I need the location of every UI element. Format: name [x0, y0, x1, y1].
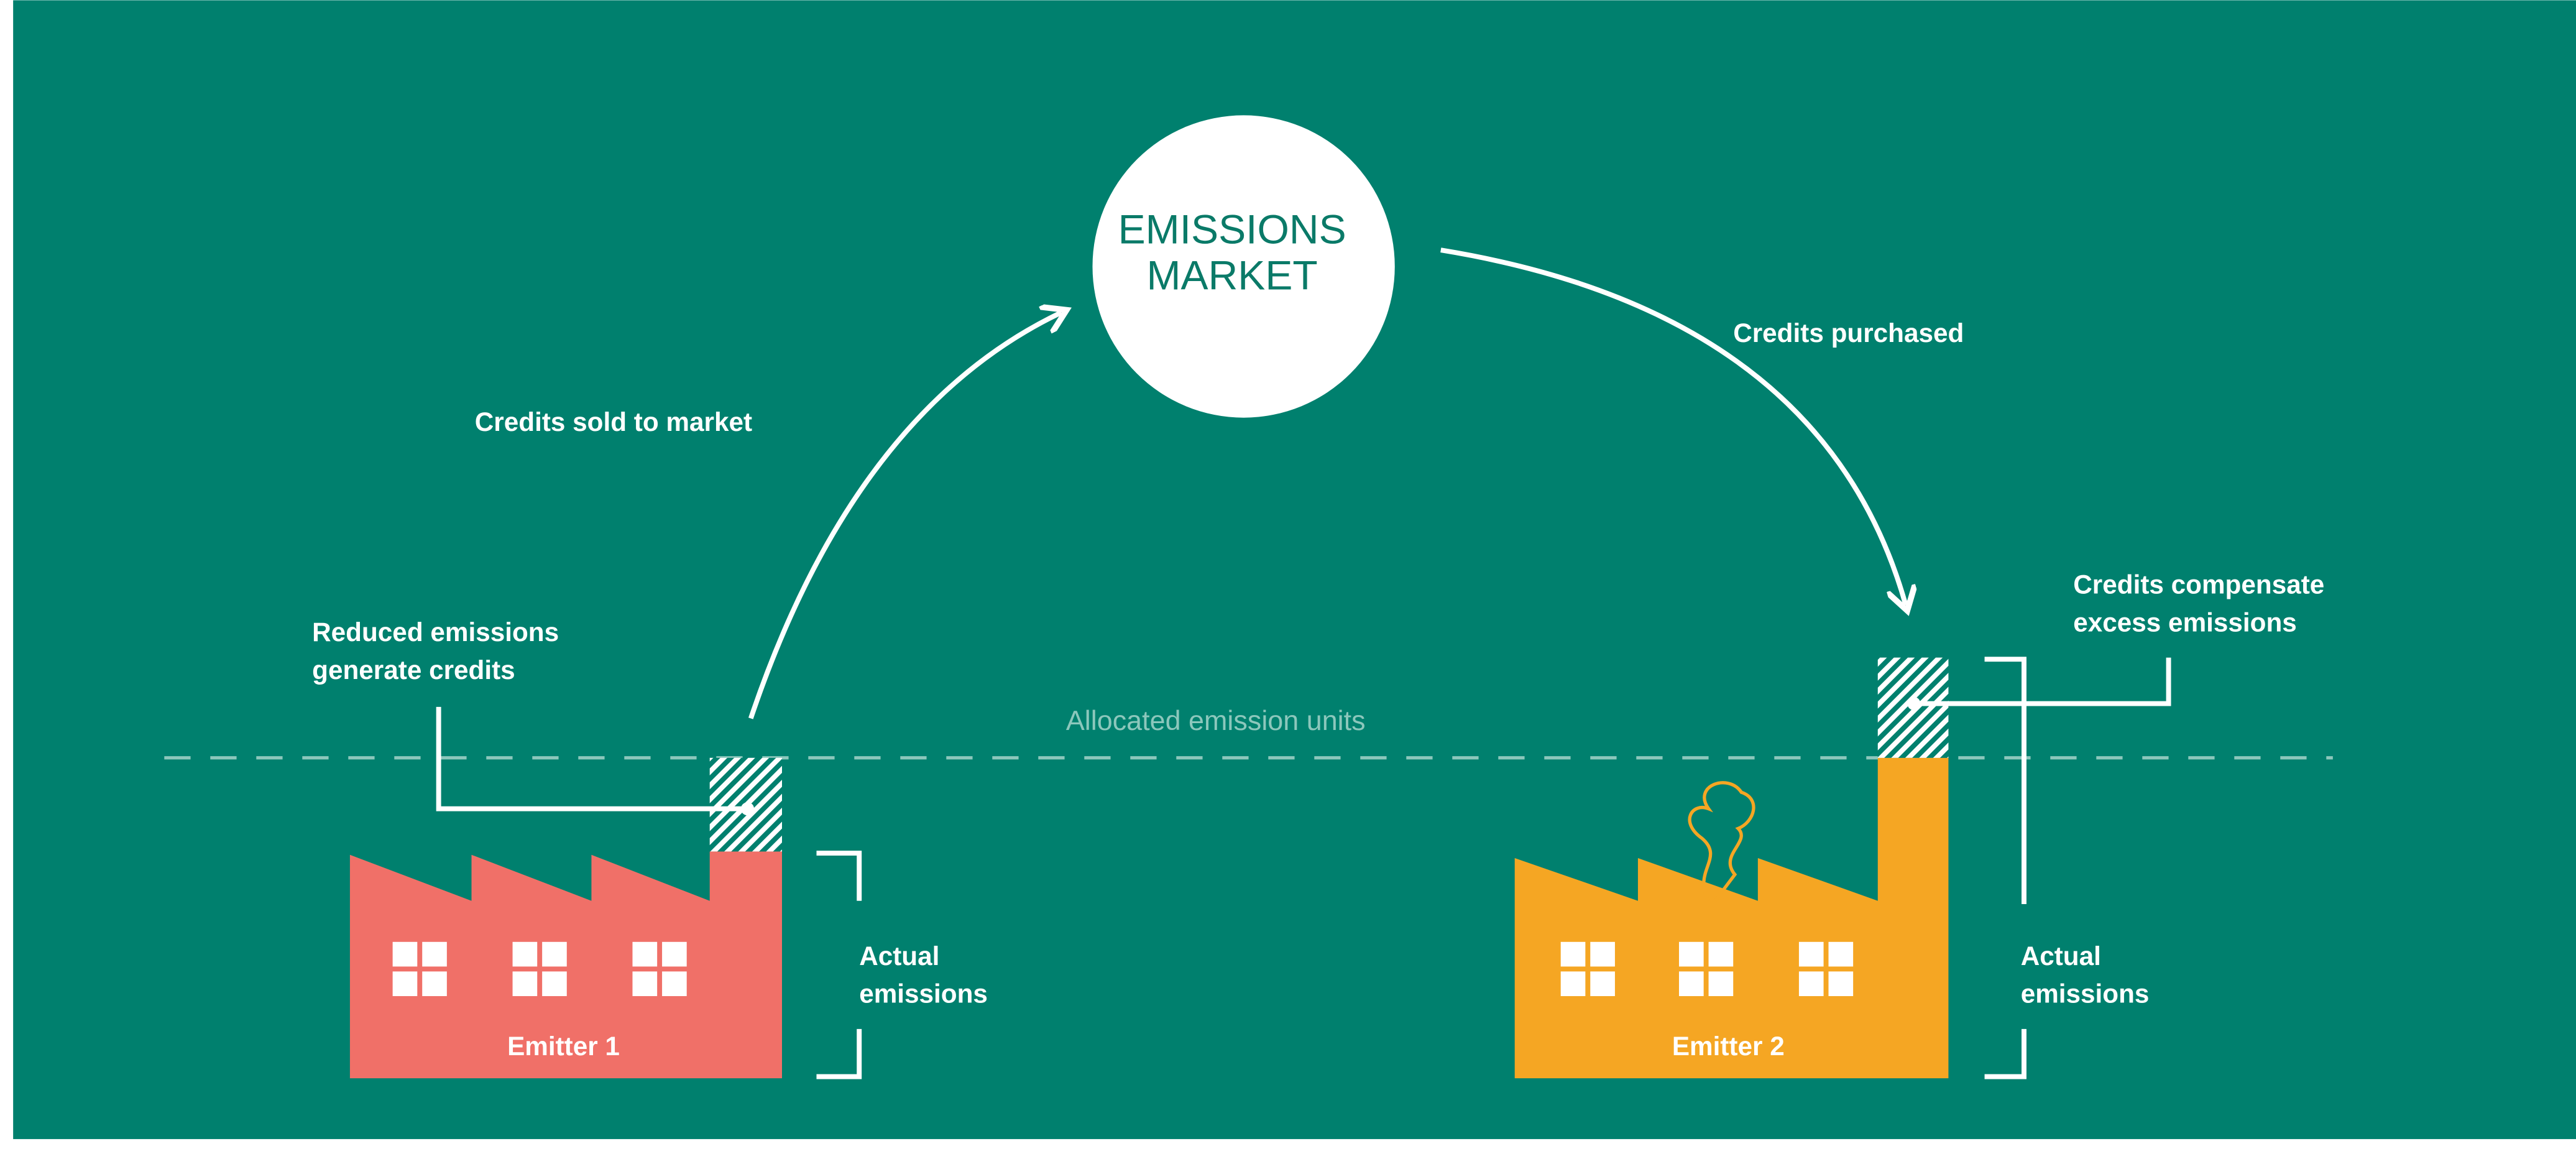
emitter-name: Emitter 2: [1672, 1032, 1785, 1061]
market-label: EMISSIONS: [1118, 207, 1346, 253]
baseline-label: Allocated emission units: [1066, 704, 1366, 736]
dot: [741, 802, 754, 815]
flow-label: Credits sold to market: [475, 407, 752, 436]
dot: [1907, 697, 1920, 710]
flow-label: Credits purchased: [1733, 318, 1964, 348]
diagram: EMISSIONS MARKET Credits sold to market …: [0, 0, 2576, 1164]
note: excess emissions: [2073, 607, 2297, 637]
bracket-label: Actual: [859, 941, 939, 971]
bracket-label: emissions: [859, 979, 988, 1009]
note: generate credits: [312, 655, 515, 685]
market-label: MARKET: [1146, 253, 1317, 299]
bracket-label: Actual: [2021, 941, 2101, 971]
note: Credits compensate: [2073, 570, 2324, 599]
emitter-name: Emitter 1: [507, 1032, 620, 1061]
note: Reduced emissions: [312, 617, 559, 647]
bracket-label: emissions: [2021, 979, 2150, 1009]
